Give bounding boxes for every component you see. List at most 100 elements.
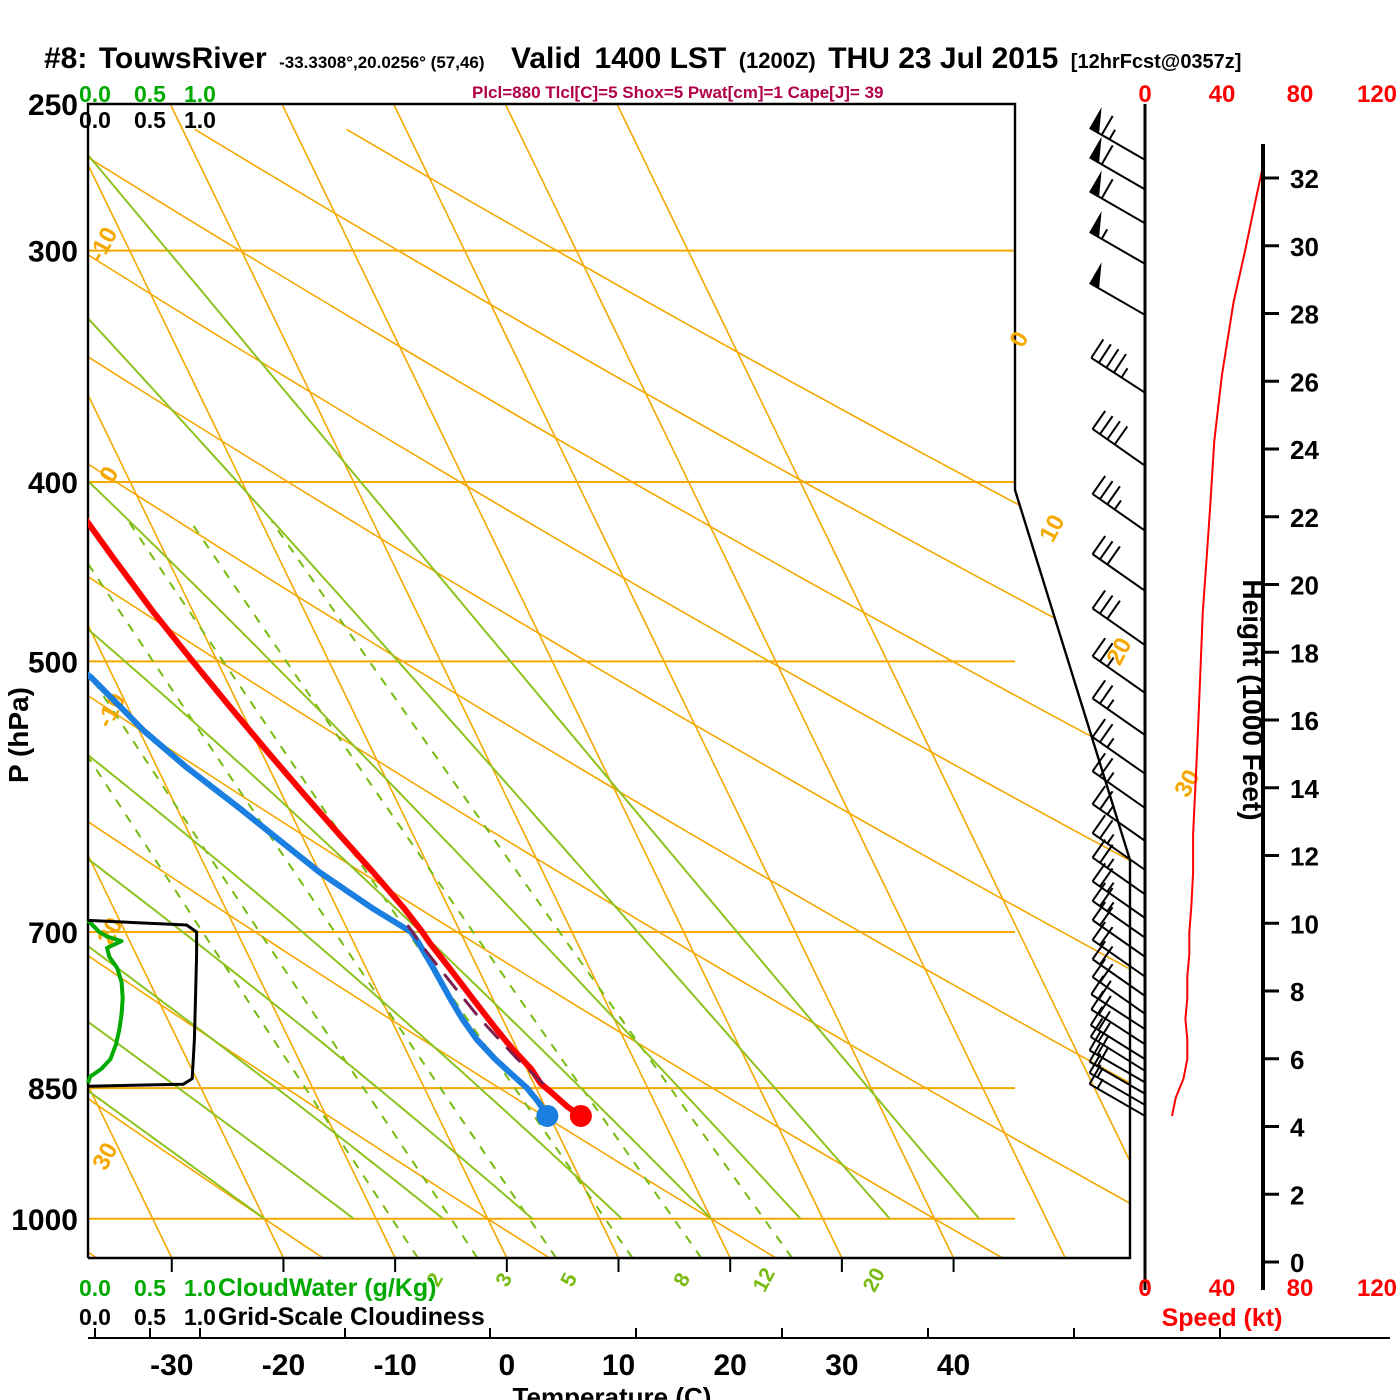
speed-axis-label: Speed (kt) — [1162, 1304, 1283, 1332]
mixing-ratio-2 — [88, 520, 419, 1258]
height-tick-30: 30 — [1290, 232, 1319, 262]
dry-adiabat-60 — [88, 128, 1130, 1258]
wind-barb — [1091, 785, 1146, 842]
mixing-ratio-label-12: 12 — [749, 1264, 780, 1295]
cloudiness-tick-top-0: 0.0 — [79, 107, 111, 133]
wind-barb — [1091, 882, 1146, 939]
cloudwater-tick-top-2: 1.0 — [184, 81, 216, 107]
speed-tick-top-120: 120 — [1357, 81, 1397, 108]
wind-panel — [1088, 104, 1266, 1290]
cloudwater-tick-bottom-0: 0.0 — [79, 1275, 111, 1301]
pressure-tick-400: 400 — [28, 467, 78, 500]
isotherm-50 — [504, 104, 1066, 1258]
title-row: #8: TouwsRiver -33.3308°,20.0256° (57,46… — [44, 42, 1242, 75]
mixing-ratio-label-8: 8 — [669, 1269, 695, 1290]
pressure-tick-250: 250 — [28, 89, 78, 122]
dry-adiabat--20 — [88, 128, 324, 1258]
valid-word: Valid — [511, 42, 582, 75]
isotherm--10 — [88, 104, 396, 1258]
wind-barb — [1091, 862, 1146, 919]
pressure-tick-500: 500 — [28, 646, 78, 679]
height-tick-12: 12 — [1290, 842, 1319, 872]
height-tick-28: 28 — [1290, 300, 1319, 330]
speed-tick-bottom-80: 80 — [1287, 1275, 1314, 1302]
dry-adiabat-140 — [88, 128, 1130, 1258]
dry-adiabat-100 — [88, 128, 1130, 1258]
isotherm-label-30-left: 30 — [87, 1138, 123, 1174]
wind-barb — [1091, 475, 1146, 532]
dry-adiabat-180 — [346, 128, 1130, 1258]
wind-barb — [1091, 958, 1146, 1015]
wind-barb — [1090, 338, 1146, 394]
height-tick-2: 2 — [1290, 1180, 1304, 1210]
temperature-tick--10: -10 — [373, 1349, 416, 1382]
station-id: #8: — [44, 42, 88, 75]
wind-barb — [1089, 1017, 1146, 1072]
wind-barb — [1091, 901, 1146, 958]
dewpoint-curve — [88, 671, 551, 1119]
isotherm--20 — [88, 104, 285, 1258]
moist-adiabat--12 — [88, 104, 355, 1220]
wind-barb — [1088, 1042, 1146, 1095]
cloudiness-tick-top-1: 0.5 — [134, 107, 166, 133]
mixing-ratio-8 — [127, 520, 634, 1258]
cloudwater-tick-bottom-2: 1.0 — [184, 1275, 216, 1301]
wind-barb — [1088, 1053, 1146, 1106]
wind-barb — [1088, 1064, 1146, 1117]
temperature-curve — [88, 517, 584, 1119]
wind-barb — [1089, 262, 1146, 316]
isotherm-label-10-right: 10 — [1034, 510, 1070, 546]
height-tick-0: 0 — [1290, 1248, 1304, 1278]
moist-adiabat-20 — [88, 104, 712, 1220]
cloudwater-tick-bottom-1: 0.5 — [134, 1275, 166, 1301]
moist-adiabat--4 — [88, 104, 444, 1220]
height-axis-label: Height (1000 Feet) — [1237, 579, 1268, 820]
plot-frame — [86, 102, 1132, 1260]
forecast-tag: [12hrFcst@0357z] — [1070, 51, 1242, 73]
moist-adiabat-28 — [88, 104, 802, 1220]
valid-utc: (1200Z) — [738, 48, 816, 73]
wind-barb — [1090, 975, 1146, 1031]
mixing-ratio-label-5: 5 — [556, 1269, 582, 1290]
speed-tick-bottom-40: 40 — [1209, 1275, 1236, 1302]
height-tick-20: 20 — [1290, 571, 1319, 601]
pressure-tick-300: 300 — [28, 236, 78, 269]
valid-date: THU 23 Jul 2015 — [828, 42, 1059, 75]
wind-speed-trace — [1171, 159, 1266, 1117]
parcel-curve — [406, 924, 545, 1085]
dry-adiabat-20 — [88, 128, 777, 1258]
height-tick-8: 8 — [1290, 977, 1304, 1007]
wind-barb — [1091, 410, 1146, 467]
speed-tick-bottom-120: 120 — [1357, 1275, 1397, 1302]
dry-adiabat-120 — [88, 128, 1130, 1258]
cloudwater-profile — [86, 919, 125, 1084]
mixing-ratio-label-3: 3 — [491, 1269, 517, 1290]
speed-tick-top-80: 80 — [1287, 81, 1314, 108]
mixing-ratio-5 — [88, 520, 558, 1258]
grid-lines — [88, 104, 1130, 1258]
mixing-ratio-label-20: 20 — [859, 1264, 890, 1295]
wind-barb — [1091, 589, 1146, 646]
wind-barb — [1091, 535, 1146, 592]
dry-adiabat-160 — [194, 128, 1130, 1258]
pressure-tick-850: 850 — [28, 1073, 78, 1106]
height-tick-26: 26 — [1290, 367, 1319, 397]
moist-adiabat-44 — [88, 104, 980, 1220]
bottom-ticks — [88, 1258, 1390, 1339]
wind-barb — [1091, 718, 1146, 775]
wind-barb — [1091, 814, 1146, 871]
station-coords: -33.3308°,20.0256° (57,46) — [279, 53, 485, 72]
cloudiness-tick-bottom-0: 0.0 — [79, 1304, 111, 1330]
height-tick-22: 22 — [1290, 503, 1319, 533]
wind-barb — [1089, 1006, 1146, 1061]
isotherm-label-30-right: 30 — [1169, 765, 1205, 801]
wind-barb — [1091, 839, 1146, 896]
dewpoint-surface-marker — [536, 1104, 559, 1127]
cloudiness-tick-top-2: 1.0 — [184, 107, 216, 133]
speed-tick-top-0: 0 — [1138, 81, 1151, 108]
data-series — [88, 517, 592, 1127]
isotherm-0 — [88, 104, 508, 1258]
